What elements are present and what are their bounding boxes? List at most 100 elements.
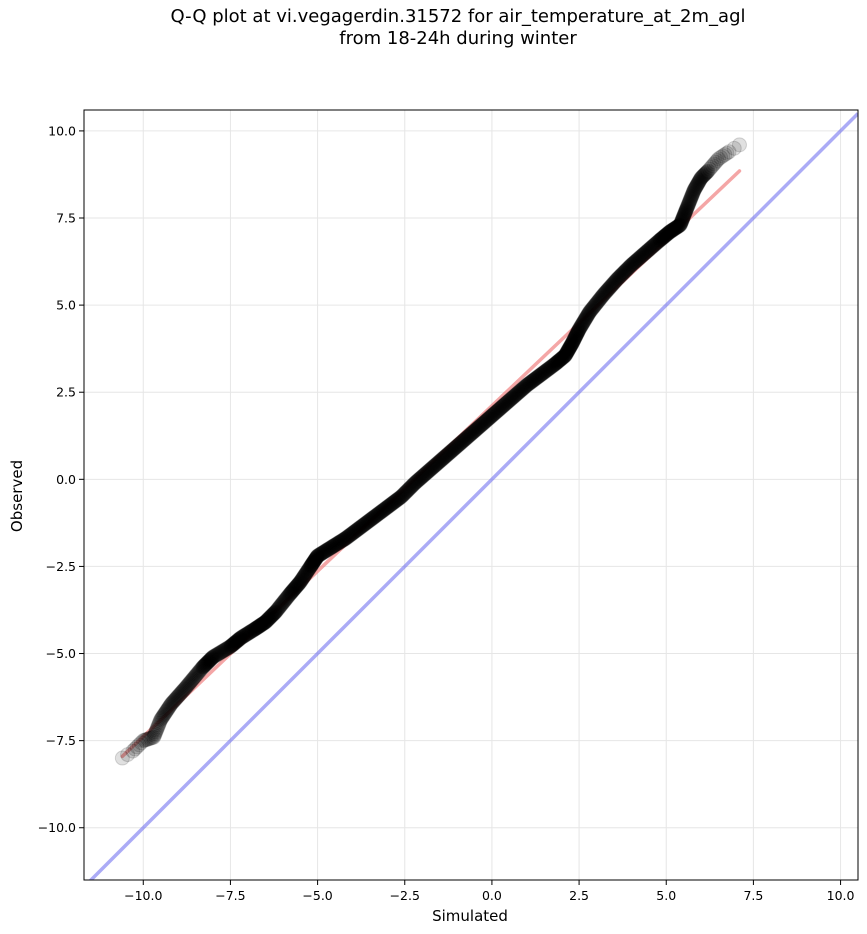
data-point <box>454 433 470 449</box>
data-point <box>476 415 492 431</box>
data-point <box>548 355 564 371</box>
data-point <box>325 538 341 554</box>
data-point <box>585 300 601 316</box>
data-point <box>615 266 631 282</box>
data-point <box>579 309 595 325</box>
data-point <box>536 364 552 380</box>
data-point <box>150 719 166 735</box>
data-point <box>520 376 536 392</box>
data-point <box>673 215 689 231</box>
data-point <box>296 569 312 585</box>
data-point <box>647 236 663 252</box>
data-point <box>403 479 419 495</box>
data-point <box>513 382 529 398</box>
data-point <box>185 671 201 687</box>
data-point <box>341 528 357 544</box>
data-point <box>681 195 697 211</box>
data-point <box>498 396 514 412</box>
data-point <box>636 246 652 262</box>
data-point <box>390 491 406 507</box>
data-point <box>269 603 285 619</box>
data-point <box>407 475 423 491</box>
data-point <box>169 690 185 706</box>
data-point <box>400 482 416 498</box>
plot-frame <box>83 109 859 881</box>
regression-line <box>120 169 742 759</box>
data-point <box>616 264 632 280</box>
data-point <box>238 627 254 643</box>
data-point <box>338 530 354 546</box>
data-point <box>414 469 430 485</box>
data-point <box>431 454 447 470</box>
data-point <box>535 365 551 381</box>
data-point <box>167 692 183 708</box>
data-point <box>260 612 276 628</box>
data-point <box>399 483 415 499</box>
data-point <box>241 625 257 641</box>
data-point <box>626 254 642 270</box>
data-point <box>689 177 705 193</box>
data-point <box>562 340 578 356</box>
data-point <box>133 735 149 751</box>
data-point <box>715 148 731 164</box>
data-point <box>258 613 274 629</box>
data-point <box>300 563 316 579</box>
data-point <box>584 301 600 317</box>
data-point <box>621 259 637 275</box>
data-point <box>652 232 668 248</box>
data-point <box>681 196 697 212</box>
data-point <box>557 348 573 364</box>
data-point <box>268 604 284 620</box>
data-point <box>674 212 690 228</box>
data-point <box>614 266 630 282</box>
data-point <box>418 465 434 481</box>
x-tick-label: −2.5 <box>390 888 420 903</box>
data-point <box>412 471 428 487</box>
data-point <box>417 466 433 482</box>
data-point <box>437 448 453 464</box>
data-point <box>301 561 317 577</box>
data-point <box>303 558 319 574</box>
data-point <box>609 271 625 287</box>
data-point <box>190 665 206 681</box>
data-point <box>224 638 240 654</box>
data-point <box>524 373 540 389</box>
data-point <box>691 174 707 190</box>
data-point <box>502 392 518 408</box>
grid-layer <box>84 110 858 880</box>
data-point <box>627 254 643 270</box>
data-point <box>305 554 321 570</box>
data-point <box>625 256 641 272</box>
data-point <box>200 654 216 670</box>
data-point <box>197 657 213 673</box>
data-point <box>647 237 663 253</box>
data-point <box>420 463 436 479</box>
data-point <box>562 339 578 355</box>
data-point <box>567 330 583 346</box>
data-point <box>550 354 566 370</box>
data-point <box>706 156 722 172</box>
data-point <box>265 606 281 622</box>
data-point <box>166 693 182 709</box>
data-point <box>656 229 672 245</box>
data-point <box>382 497 398 513</box>
data-point <box>326 538 342 554</box>
data-point <box>362 513 378 529</box>
data-point <box>245 622 261 638</box>
data-point <box>270 601 286 617</box>
data-point <box>475 415 491 431</box>
data-point <box>342 527 358 543</box>
data-point <box>648 235 664 251</box>
data-point <box>602 279 618 295</box>
data-point <box>371 506 387 522</box>
data-point <box>299 565 315 581</box>
data-point <box>377 501 393 517</box>
data-point <box>717 147 733 163</box>
data-point <box>521 376 537 392</box>
data-point <box>428 457 444 473</box>
data-point <box>125 743 141 759</box>
data-point <box>577 312 593 328</box>
data-point <box>684 187 700 203</box>
data-point <box>240 625 256 641</box>
data-point <box>434 452 450 468</box>
